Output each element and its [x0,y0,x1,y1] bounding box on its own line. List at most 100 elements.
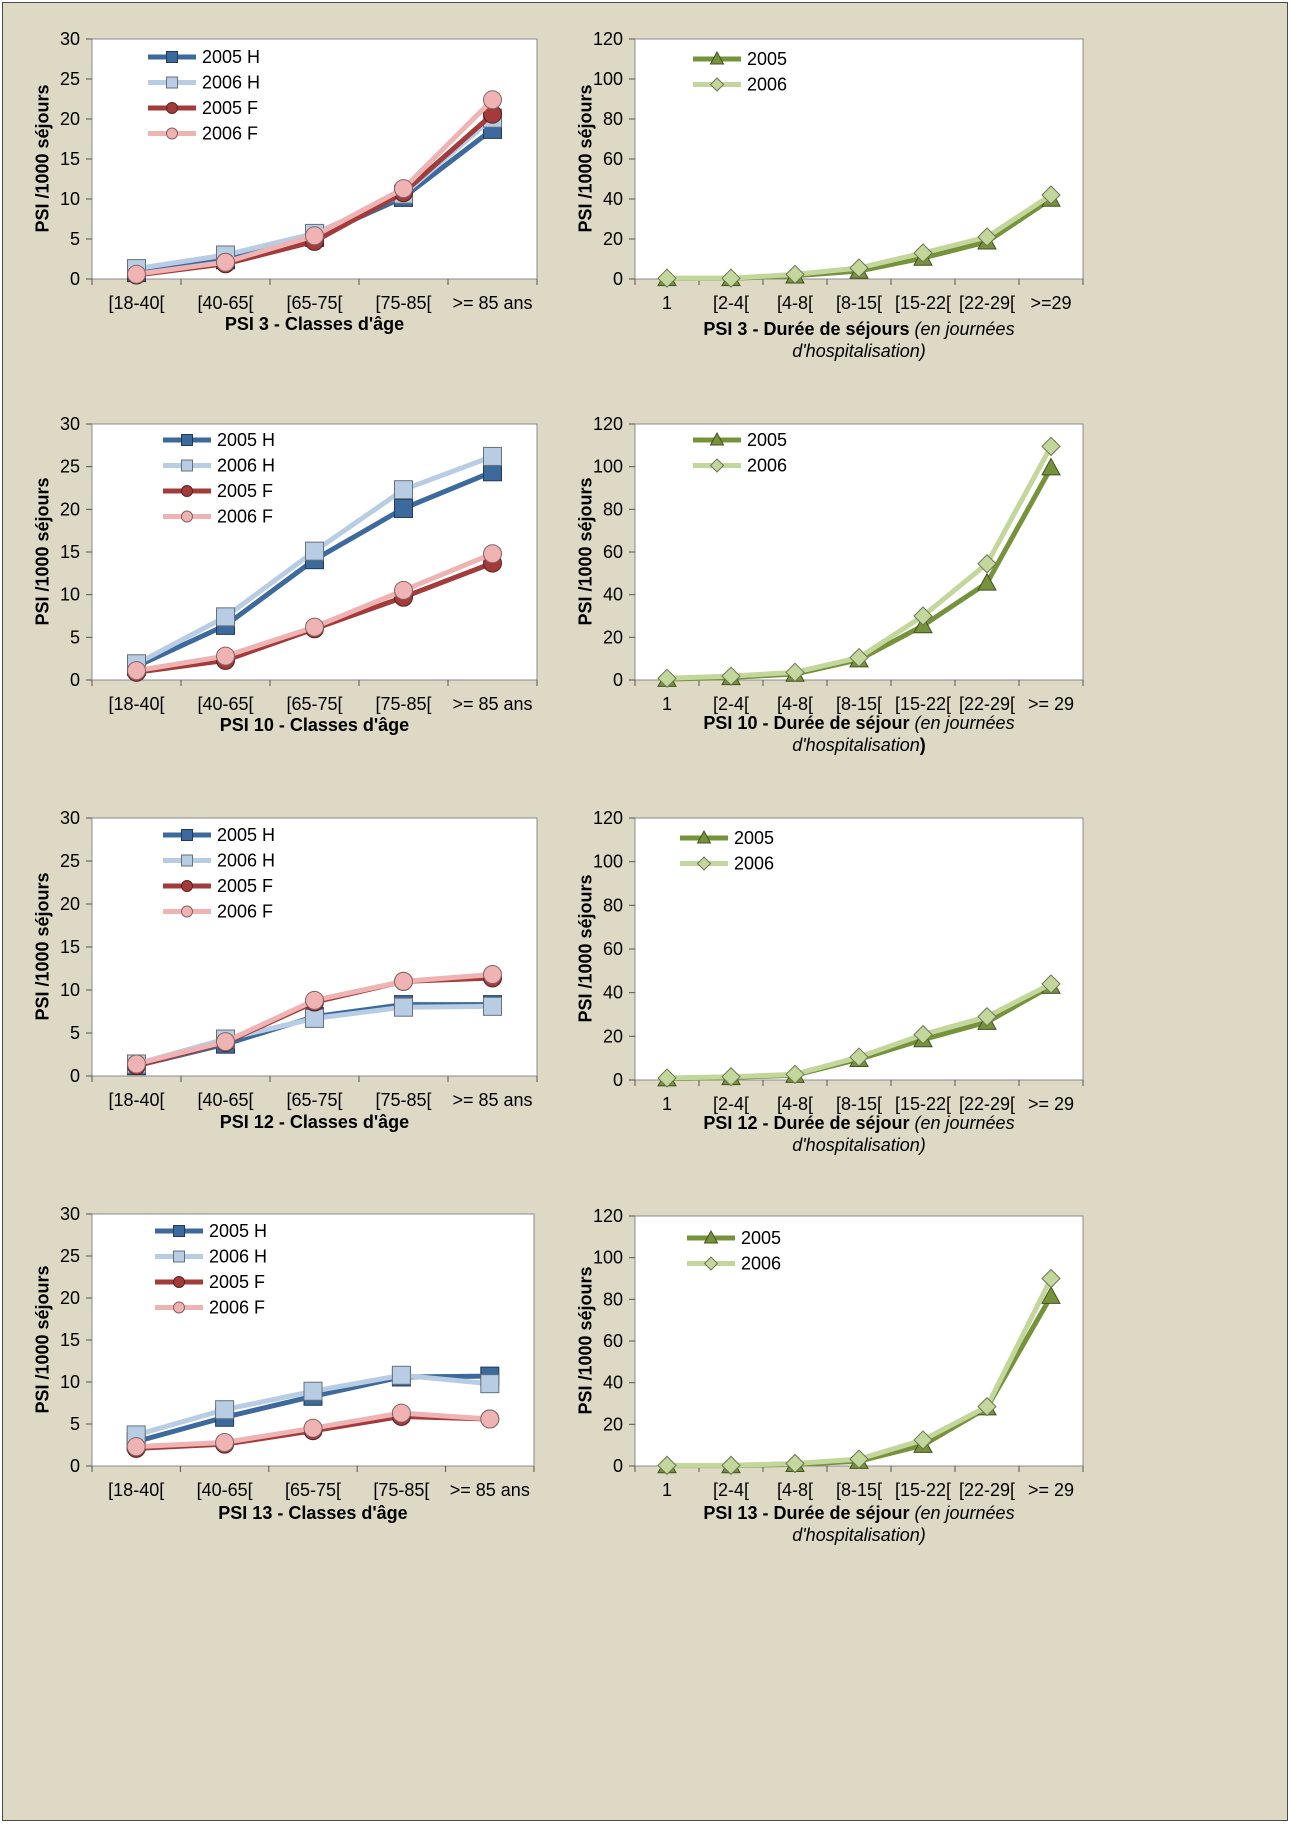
chart-svg-psi3-duree: 0 20 40 60 80 100 120 1 [2-4[[4-8[[8-15[[15-22[[… [593,29,1084,313]
x-tick-label: [75-85[ [375,694,431,714]
data-point-2006-H [305,541,324,561]
y-tick-label: 0 [613,1456,623,1476]
legend-label: 2006 [741,1254,781,1274]
y-tick-label: 80 [603,499,623,519]
legend-marker [709,458,725,473]
legend-marker [703,1230,719,1244]
chart-svg-psi3-age: 0 5 10 15 20 25 30 [18-40[[40-65[[65-75[[75-85[… [60,29,538,313]
data-point-2006 [1041,974,1061,994]
legend-label: 2006 H [217,456,275,476]
x-tick-label: [65-75[ [286,694,342,714]
y-tick-label: 30 [60,414,80,434]
x-tick-label: [65-75[ [286,1090,342,1110]
data-point-2006 [977,554,997,574]
chart-caption: PSI 13 - Durée de séjour (en journées d'h… [595,1502,1123,1546]
data-point-2005-H [394,498,413,518]
y-tick-label: 20 [60,894,80,914]
y-tick-label: 100 [593,69,623,89]
x-tick-label: [22-29[ [959,293,1015,313]
legend-label: 2006 F [202,124,258,144]
caption-unit: (en journées [909,1503,1015,1523]
plot-area [634,38,1084,280]
x-tick-label: [8-15[ [836,1480,882,1500]
data-point-2006-H [394,997,413,1017]
y-tick-label: 25 [60,1246,80,1266]
y-tick-label: 120 [593,414,623,434]
data-point-2006-H [483,446,502,466]
y-tick-label: 100 [593,852,623,872]
chart-svg-psi13-age: 0 5 10 15 20 25 30 [18-40[[40-65[[65-75[[75-85[… [60,1204,535,1500]
data-point-2005 [1041,457,1061,476]
y-tick-label: 20 [60,499,80,519]
legend-marker [703,1256,719,1271]
legend-label: 2005 F [202,98,258,118]
data-point-2006 [977,227,997,247]
x-tick-label: [15-22[ [895,1094,951,1114]
data-point-2006-H [215,1400,235,1420]
legend-label: 2005 F [209,1272,265,1292]
x-tick-label: [40-65[ [197,1090,253,1110]
x-tick-label: [65-75[ [286,293,342,313]
x-tick-label: 1 [662,293,672,313]
y-tick-label: 10 [60,980,80,1000]
y-tick-label: 80 [603,895,623,915]
chart-caption: PSI 3 - Classes d'âge [52,313,577,335]
y-tick-label: 10 [60,189,80,209]
data-point-2006 [785,1064,805,1085]
data-point-2006 [849,1047,869,1067]
x-tick-label: [65-75[ [285,1480,341,1500]
caption-title: PSI 12 - Classes d'âge [219,1112,410,1132]
x-tick-label: [75-85[ [375,293,431,313]
y-tick-label: 0 [613,269,623,289]
caption-title: PSI 13 - Classes d'âge [218,1503,408,1523]
y-tick-label: 25 [60,457,80,477]
data-point-2006-F [483,90,502,110]
legend-marker [181,485,193,497]
caption-unit: (en journées [909,1113,1015,1133]
data-point-2006-H [303,1381,323,1401]
data-point-2006 [913,1430,933,1450]
y-tick-label: 20 [603,627,623,647]
caption-title: PSI 10 - Classes d'âge [219,715,410,735]
legend-marker [181,880,193,892]
legend-label: 2005 [747,430,787,450]
data-point-2006 [721,1067,741,1087]
x-tick-label: >= 85 ans [452,293,532,313]
x-tick-label: [18-40[ [108,293,164,313]
legend-marker [181,854,193,867]
data-point-2006 [1041,1268,1061,1289]
y-tick-label: 20 [60,1288,80,1308]
y-tick-label: 5 [70,229,80,249]
legend-marker [166,76,178,89]
caption-unit: (en journées [909,319,1015,339]
y-tick-label: 30 [60,1204,80,1224]
y-tick-label: 40 [603,585,623,605]
y-tick-label: 10 [60,1372,80,1392]
y-tick-label: 40 [603,983,623,1003]
legend-label: 2006 H [209,1247,267,1267]
y-tick-label: 0 [70,269,80,289]
data-point-2006 [849,647,869,668]
caption-unit-line2: d'hospitalisation) [792,1525,926,1545]
y-tick-label: 100 [593,457,623,477]
legend-marker [173,1276,185,1288]
data-point-2006-F [483,544,502,564]
data-point-2006-F [215,1432,235,1452]
chart-caption: PSI 3 - Durée de séjours (en journées d'h… [595,318,1123,362]
y-tick-label: 10 [60,585,80,605]
data-point-2006 [913,243,933,263]
x-tick-label: [40-65[ [197,293,253,313]
y-tick-label: 5 [70,1414,80,1434]
y-tick-label: 120 [593,808,623,828]
data-point-2006 [1041,185,1061,205]
chart-caption: PSI 12 - Classes d'âge [52,1111,577,1133]
y-tick-label: 20 [603,229,623,249]
data-point-2006-F [127,264,146,284]
legend-label: 2005 H [209,1221,267,1241]
y-tick-label: 25 [60,69,80,89]
x-tick-label: >= 29 [1028,694,1074,714]
y-tick-label: 80 [603,109,623,129]
y-tick-label: 120 [593,1206,623,1226]
caption-unit-line2: d'hospitalisation [792,735,920,755]
y-tick-label: 120 [593,29,623,49]
